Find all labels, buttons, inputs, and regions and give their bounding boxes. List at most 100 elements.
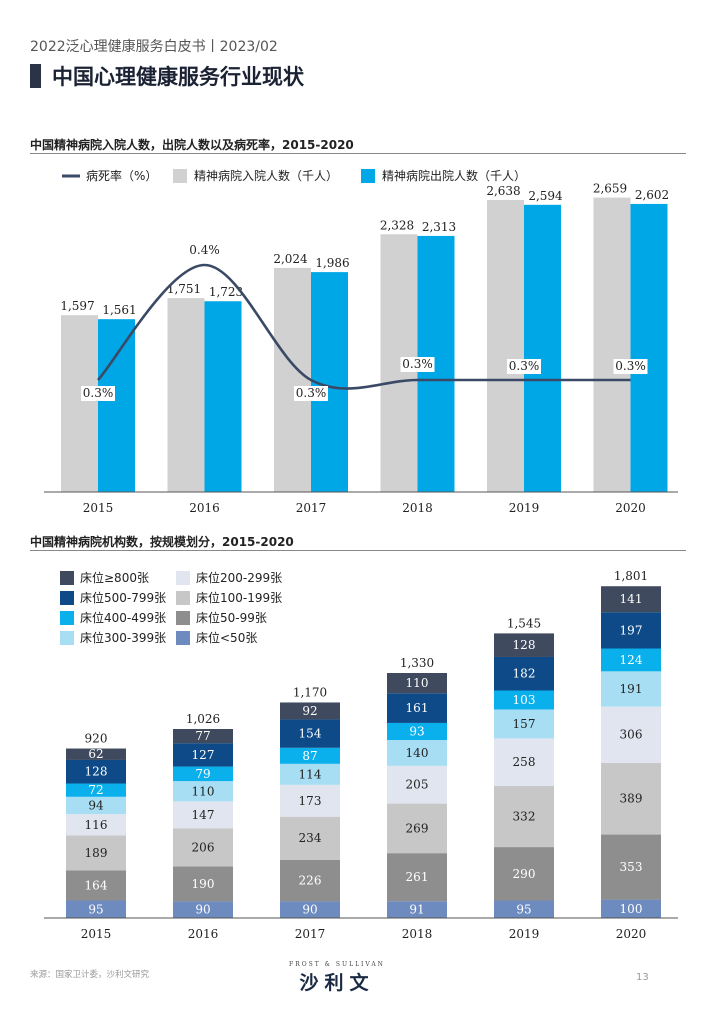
- segment-5-2016: [173, 766, 233, 782]
- label-admissions-2020: 2,659: [593, 182, 627, 196]
- legend-label-2: 床位500-799张: [80, 590, 166, 605]
- mortality-line: [97, 263, 631, 390]
- segment-4-2017: [280, 763, 340, 785]
- label-admissions-2016: 1,751: [167, 282, 201, 296]
- segment-3-2019: [494, 738, 554, 786]
- segment-label-5-2018: 93: [409, 724, 424, 738]
- segment-5-2017: [280, 747, 340, 764]
- segment-label-1-2016: 190: [192, 877, 215, 891]
- segment-3-2017: [280, 784, 340, 817]
- logo: 沙利文: [299, 972, 375, 994]
- legend-label-0: 床位≥800张: [80, 570, 149, 585]
- label-discharges-2015: 1,561: [102, 303, 136, 317]
- segment-4-2016: [173, 781, 233, 802]
- total-label-2018: 1,330: [400, 656, 434, 670]
- segment-label-7-2016: 77: [195, 729, 210, 743]
- segment-3-2016: [173, 801, 233, 829]
- segment-4-2018: [387, 740, 447, 766]
- segment-0-2018: [387, 901, 447, 918]
- legend-label-1: 床位200-299张: [196, 570, 282, 585]
- bar-group-2016: 1,751 1,723: [167, 282, 243, 492]
- bar-group-2017: 2,024 1,986: [273, 252, 350, 492]
- segment-3-2020: [601, 706, 661, 763]
- footer-source: 来源：国家卫计委，沙利文研究: [30, 970, 150, 980]
- legend-swatch-2: [60, 591, 74, 605]
- mortality-label-2019: 0.3%: [507, 359, 541, 374]
- legend-swatch-1: [176, 571, 190, 585]
- total-label-2019: 1,545: [507, 616, 541, 630]
- logo-tagline: FROST & SULLIVAN: [289, 961, 385, 968]
- label-admissions-2018: 2,328: [380, 218, 414, 232]
- segment-label-4-2018: 140: [406, 746, 429, 760]
- total-label-2020: 1,801: [614, 569, 648, 583]
- mortality-label-2018: 0.3%: [400, 357, 435, 372]
- segment-5-2015: [66, 783, 126, 797]
- label-discharges-2018: 2,313: [422, 220, 456, 234]
- segment-6-2018: [387, 693, 447, 723]
- stack-2017: 90 226 234 173 114 87 154 92: [280, 702, 340, 918]
- segment-label-6-2015: 128: [85, 765, 108, 779]
- segment-label-4-2020: 191: [620, 682, 643, 696]
- mortality-label-2015: 0.3%: [81, 386, 115, 401]
- segment-label-4-2015: 94: [88, 798, 104, 812]
- segment-label-7-2019: 128: [513, 638, 536, 652]
- x-tick-2017: 2017: [296, 501, 327, 515]
- segment-1-2017: [280, 859, 340, 902]
- segment-label-5-2019: 103: [513, 693, 536, 707]
- segment-label-7-2015: 62: [88, 747, 103, 761]
- segment-label-1-2018: 261: [406, 870, 429, 884]
- segment-7-2020: [601, 586, 661, 613]
- mortality-label-2016: 0.4%: [187, 243, 222, 258]
- x-tick-2-2019: 2019: [509, 927, 540, 941]
- segment-label-0-2017: 90: [302, 903, 317, 917]
- segment-label-6-2020: 197: [620, 623, 643, 637]
- bar-group-2015: 1,597 1,561: [60, 299, 137, 492]
- mortality-label-2017: 0.3%: [294, 386, 328, 401]
- segment-label-0-2020: 100: [620, 902, 643, 916]
- segment-1-2019: [494, 847, 554, 901]
- svg-text:0.4%: 0.4%: [189, 243, 220, 257]
- segment-7-2017: [280, 702, 340, 720]
- x-tick-2018: 2018: [402, 501, 433, 515]
- segment-5-2019: [494, 690, 554, 710]
- segment-label-3-2015: 116: [85, 818, 108, 832]
- segment-label-6-2018: 161: [406, 701, 429, 715]
- segment-6-2017: [280, 719, 340, 748]
- segment-2-2020: [601, 762, 661, 835]
- segment-label-6-2016: 127: [192, 748, 215, 762]
- admissions-discharges-chart: 病死率（%） 精神病院入院人数（千人） 精神病院出院人数（千人） 1,597 1,561…: [44, 168, 678, 515]
- bar-group-2018: 2,328 2,313: [380, 218, 456, 492]
- segment-label-3-2020: 306: [620, 728, 643, 742]
- segment-0-2016: [173, 901, 233, 918]
- chart1-title: 中国精神病院入院人数，出院人数以及病死率，2015-2020: [30, 138, 354, 152]
- bar-admissions-2016: [167, 298, 205, 492]
- legend-swatch-admissions: [173, 169, 187, 183]
- page-number: 13: [636, 972, 649, 983]
- segment-0-2019: [494, 900, 554, 918]
- chart2-title-rule: [30, 550, 686, 551]
- segment-7-2015: [66, 748, 126, 760]
- total-label-2015: 920: [85, 732, 108, 746]
- x-tick-2-2017: 2017: [295, 927, 326, 941]
- segment-label-3-2017: 173: [299, 794, 322, 808]
- legend-label-5: 床位50-99张: [196, 610, 267, 625]
- x-tick-2015: 2015: [83, 501, 114, 515]
- segment-2-2017: [280, 816, 340, 860]
- mortality-label-2020: 0.3%: [613, 359, 648, 374]
- segment-label-5-2016: 79: [195, 767, 210, 781]
- segment-6-2020: [601, 612, 661, 649]
- legend-swatch-discharges: [361, 169, 375, 183]
- label-discharges-2019: 2,594: [528, 189, 563, 203]
- legend-swatch-3: [176, 591, 190, 605]
- legend-label-discharges: 精神病院出院人数（千人）: [382, 168, 526, 183]
- x-tick-2020: 2020: [615, 501, 646, 515]
- segment-5-2020: [601, 648, 661, 672]
- segment-label-3-2019: 258: [513, 755, 536, 769]
- segment-6-2016: [173, 743, 233, 767]
- segment-7-2019: [494, 633, 554, 657]
- segment-label-5-2015: 72: [88, 783, 103, 797]
- bar-discharges-2016: [204, 301, 242, 492]
- segment-0-2015: [66, 900, 126, 918]
- bar-admissions-2019: [487, 199, 524, 492]
